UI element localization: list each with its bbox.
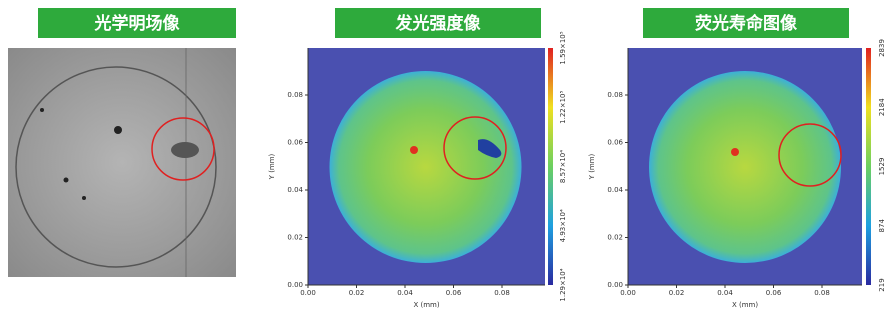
y-tick-label: 0.00	[607, 281, 623, 289]
y-tick-label: 0.00	[287, 281, 303, 289]
x-axis-label: X (mm)	[413, 301, 439, 309]
heatmap-sample	[330, 71, 522, 263]
colorbar-label: 4.93×10⁴	[559, 209, 567, 242]
heatmap-sample	[649, 71, 841, 263]
colorbar-label: 1.29×10⁴	[559, 268, 567, 301]
y-tick-label: 0.06	[607, 139, 623, 147]
colorbar-label: 2184	[878, 98, 886, 116]
x-tick-label: 0.02	[669, 289, 685, 297]
x-tick-label: 0.08	[814, 289, 830, 297]
defect	[171, 142, 199, 158]
y-axis-label: Y (mm)	[588, 153, 596, 180]
x-tick-label: 0.06	[766, 289, 782, 297]
x-tick-label: 0.00	[300, 289, 316, 297]
figure: 光学明场像 发光强度像 0.00 0.02 0.04 0.06 0.08 0.00 0.02 0…	[0, 0, 890, 314]
y-tick-label: 0.04	[287, 186, 303, 194]
y-tick-label: 0.08	[607, 91, 623, 99]
panel-title: 荧光寿命图像	[695, 13, 798, 34]
y-axis-label: Y (mm)	[268, 153, 276, 180]
particle	[82, 196, 86, 200]
hot-spot	[410, 146, 418, 154]
colorbar-label: 1.59×10⁵	[559, 31, 567, 64]
colorbar	[548, 48, 553, 285]
panel-title: 发光强度像	[395, 13, 482, 34]
y-tick-label: 0.04	[607, 186, 623, 194]
y-tick-label: 0.06	[287, 139, 303, 147]
panel-title: 光学明场像	[94, 13, 181, 34]
colorbar-label: 874	[878, 219, 886, 233]
hot-spot	[731, 148, 739, 156]
colorbar-label: 2839	[878, 39, 886, 57]
particle	[40, 108, 44, 112]
x-tick-label: 0.06	[446, 289, 462, 297]
colorbar-label: 1.22×10⁵	[559, 90, 567, 123]
colorbar-label: 1529	[878, 158, 886, 176]
optical-image	[8, 48, 236, 277]
colorbar-label: 219	[878, 278, 886, 291]
x-tick-label: 0.08	[494, 289, 510, 297]
y-tick-label: 0.02	[607, 234, 623, 242]
y-tick-label: 0.08	[287, 91, 303, 99]
particle	[64, 178, 69, 183]
y-tick-label: 0.02	[287, 234, 303, 242]
x-tick-label: 0.04	[397, 289, 413, 297]
x-tick-label: 0.02	[349, 289, 365, 297]
particle	[114, 126, 122, 134]
colorbar	[866, 48, 871, 285]
x-tick-label: 0.04	[717, 289, 733, 297]
colorbar-label: 8.57×10⁴	[559, 150, 567, 183]
x-tick-label: 0.00	[620, 289, 636, 297]
x-axis-label: X (mm)	[732, 301, 758, 309]
